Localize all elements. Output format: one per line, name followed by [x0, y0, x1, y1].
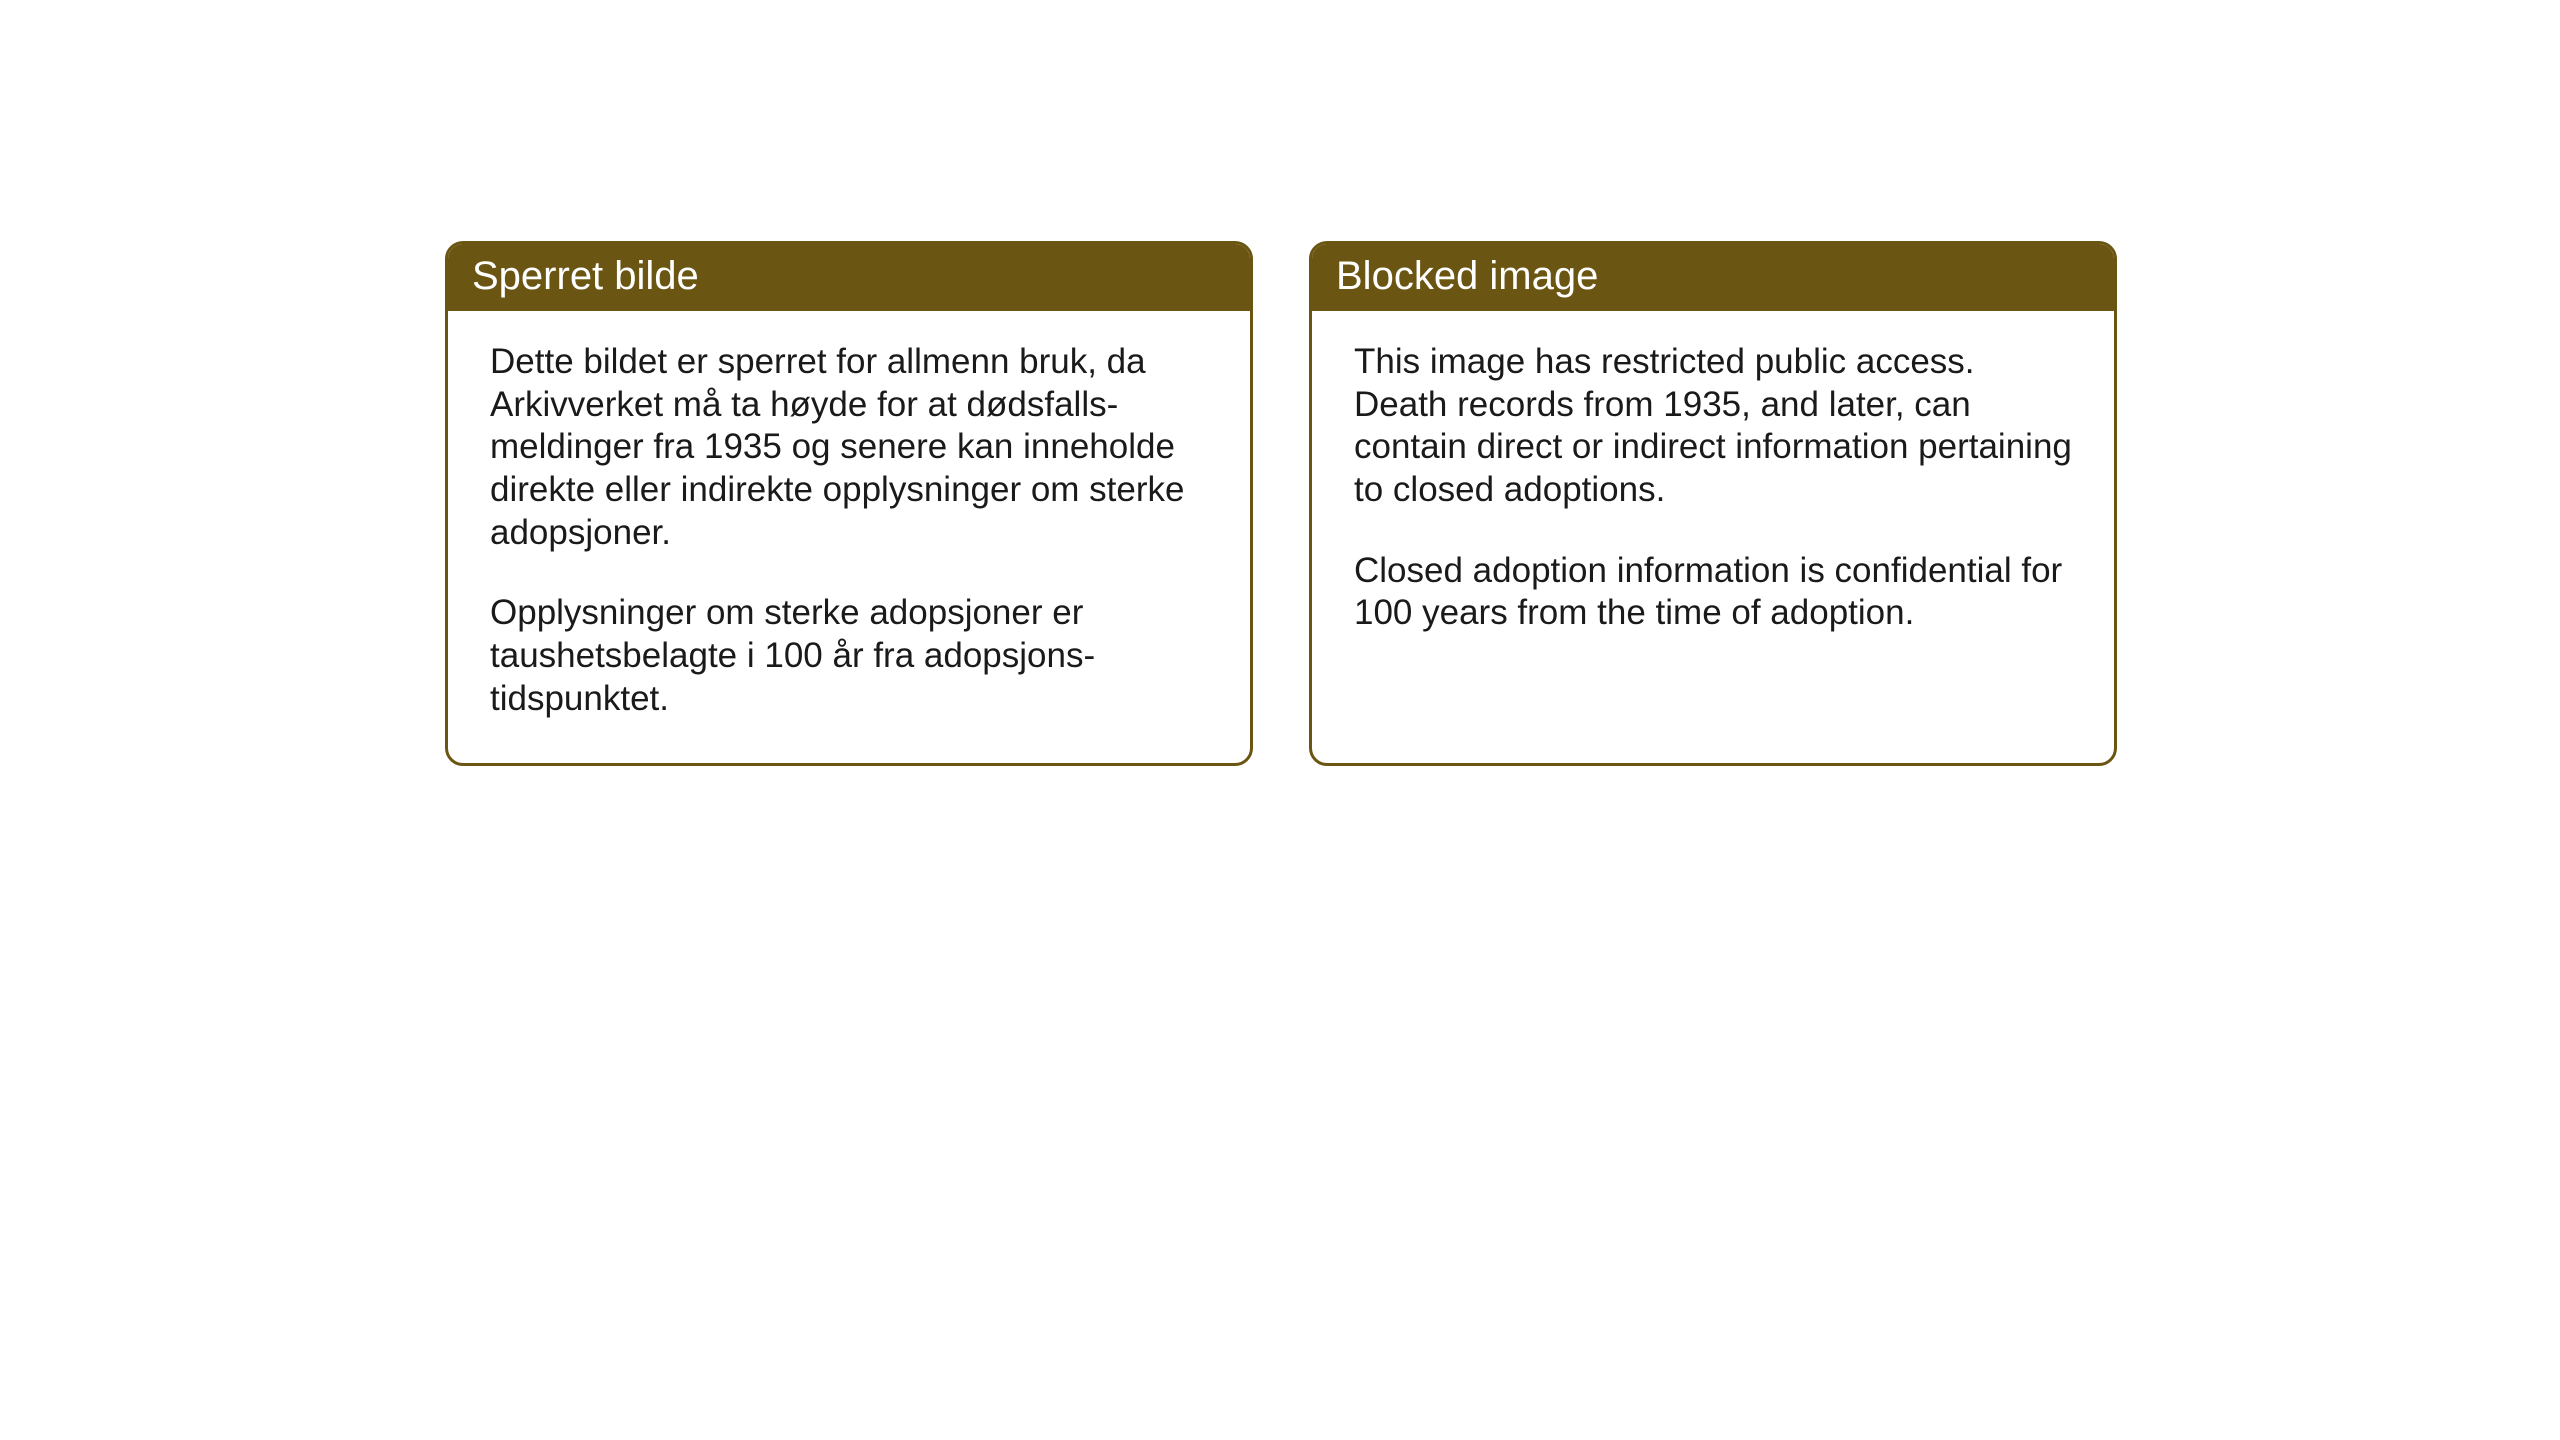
card-norwegian: Sperret bilde Dette bildet er sperret fo…: [445, 241, 1253, 766]
card-english-body: This image has restricted public access.…: [1312, 311, 2114, 677]
card-english: Blocked image This image has restricted …: [1309, 241, 2117, 766]
cards-container: Sperret bilde Dette bildet er sperret fo…: [445, 241, 2117, 766]
card-english-header: Blocked image: [1312, 244, 2114, 311]
card-norwegian-paragraph-1: Dette bildet er sperret for allmenn bruk…: [490, 341, 1208, 554]
card-english-paragraph-2: Closed adoption information is confident…: [1354, 550, 2072, 635]
card-norwegian-paragraph-2: Opplysninger om sterke adopsjoner er tau…: [490, 592, 1208, 720]
card-english-paragraph-1: This image has restricted public access.…: [1354, 341, 2072, 512]
card-norwegian-body: Dette bildet er sperret for allmenn bruk…: [448, 311, 1250, 763]
card-norwegian-header: Sperret bilde: [448, 244, 1250, 311]
